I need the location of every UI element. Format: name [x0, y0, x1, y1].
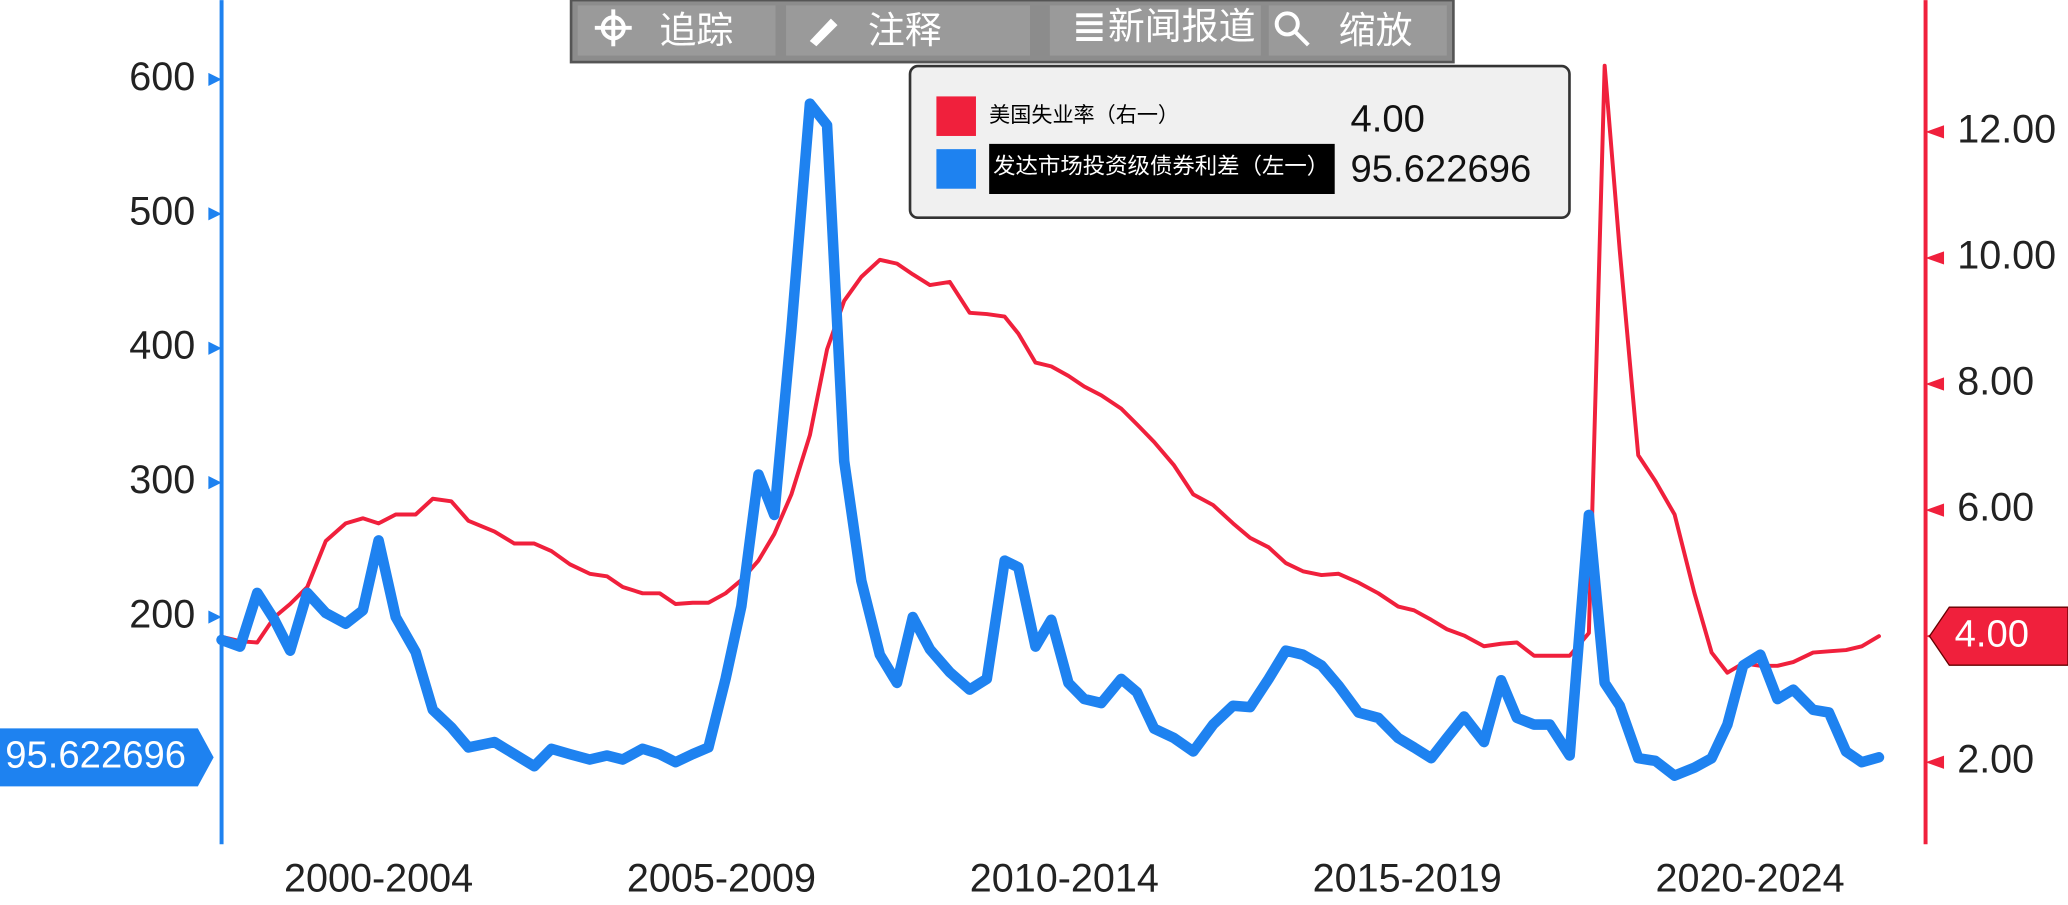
x-tick-label: 2015-2019: [1313, 857, 1502, 901]
value-flag: [1928, 606, 2068, 666]
y-tick-label: 500: [129, 189, 195, 233]
x-tick-label: 2010-2014: [970, 857, 1159, 901]
toolbar-label[interactable]: 缩放: [1339, 10, 1413, 51]
toolbar-label[interactable]: 新闻报道: [1108, 6, 1256, 47]
x-tick-label: 2000-2004: [284, 857, 473, 901]
y2-tick-label: 2.00: [1957, 738, 2034, 782]
y2-tick: [1925, 251, 1945, 265]
legend-swatch: [936, 96, 976, 136]
legend-label-bg: [989, 143, 1335, 194]
legend-value: 4.00: [1351, 98, 1425, 141]
value-flag-label: 4.00: [1955, 612, 2029, 655]
legend-label: 发达市场投资级债券利差（左一）: [993, 154, 1329, 179]
icon-track: [594, 9, 632, 47]
toolbar-button[interactable]: [577, 5, 776, 56]
y2-tick-label: 8.00: [1957, 359, 2034, 403]
legend-value: 95.622696: [1351, 148, 1532, 191]
legend: 美国失业率（右一） 发达市场投资级债券利差（左一） 4.00 95.622696: [908, 64, 1571, 220]
toolbar-label[interactable]: 注释: [868, 10, 942, 51]
y2-tick-label: 12.00: [1957, 107, 2056, 151]
y-tick-label: 300: [129, 458, 195, 502]
y2-tick-label: 10.00: [1957, 233, 2056, 277]
y2-tick: [1925, 755, 1945, 769]
legend-box: [908, 64, 1571, 220]
y2-tick: [1925, 377, 1945, 391]
y-tick-label: 400: [129, 324, 195, 368]
value-flag: [0, 728, 214, 787]
y-tick-label: 200: [129, 593, 195, 637]
legend-label: 美国失业率（右一）: [989, 103, 1179, 127]
y-tick: [208, 72, 222, 87]
y-tick: [208, 207, 222, 221]
icon-zoom: [1274, 11, 1310, 47]
x-tick-label: 2005-2009: [627, 857, 816, 901]
toolbar-label[interactable]: 追踪: [659, 10, 733, 51]
y-tick: [208, 610, 222, 624]
toolbar-button[interactable]: [1268, 5, 1447, 56]
y-tick: [208, 341, 222, 355]
x-tick-label: 2020-2024: [1655, 857, 1844, 901]
icon-annotate: [809, 18, 838, 47]
y2-tick: [1925, 503, 1945, 517]
y2-tick: [1925, 125, 1945, 139]
toolbar: 追踪 注释 新闻报道 缩放: [569, 0, 1455, 64]
y-tick-label: 600: [129, 55, 195, 99]
legend-swatch: [936, 149, 976, 189]
y-tick: [208, 476, 222, 490]
series-line: [219, 63, 1881, 675]
series-line: [216, 98, 1885, 781]
value-flag-label: 95.622696: [5, 733, 186, 776]
y2-tick-label: 6.00: [1957, 486, 2034, 530]
icon-news: [1076, 13, 1103, 42]
